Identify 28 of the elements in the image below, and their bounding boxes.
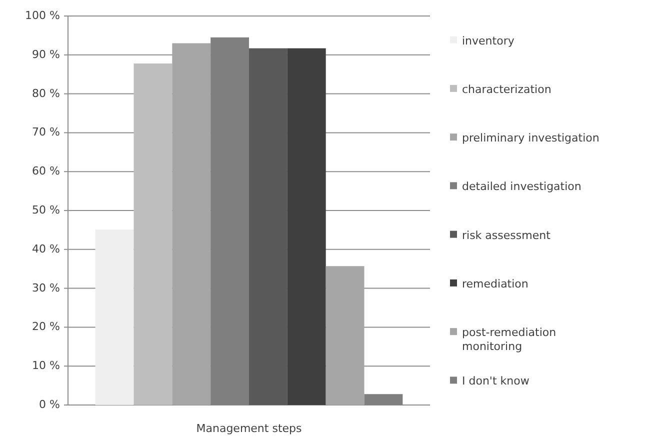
x-axis-title: Management steps	[196, 422, 302, 435]
legend-label: detailed investigation	[462, 180, 582, 194]
y-tick-label: 20 %	[32, 320, 60, 334]
bar	[287, 48, 326, 405]
bar	[364, 394, 403, 405]
bar	[210, 37, 249, 405]
bar	[134, 63, 172, 405]
legend-label: remediation	[462, 277, 528, 290]
bar	[249, 48, 288, 405]
legend-label: I don't know	[462, 374, 530, 388]
y-tick-label: 30 %	[32, 281, 60, 294]
y-tick-label: 100 %	[25, 9, 60, 22]
legend-label: inventory	[462, 34, 515, 48]
y-tick-label: 50 %	[32, 204, 60, 217]
legend-label: characterization	[462, 82, 552, 96]
y-tick-label: 10 %	[32, 359, 60, 372]
y-tick-label: 60 %	[32, 164, 60, 178]
bar	[172, 43, 211, 405]
y-tick-label: 70 %	[32, 126, 60, 139]
legend-label: risk assessment	[462, 228, 552, 242]
y-tick-label: 0 %	[39, 398, 60, 412]
y-tick-label: 40 %	[32, 242, 60, 256]
bar	[95, 230, 134, 405]
legend-label: post-remediation monitoring	[462, 326, 556, 354]
legend-label: preliminary investigation	[462, 132, 600, 145]
y-tick-label: 80 %	[32, 86, 60, 100]
y-tick-label: 90 %	[32, 48, 60, 61]
bar	[326, 266, 364, 405]
